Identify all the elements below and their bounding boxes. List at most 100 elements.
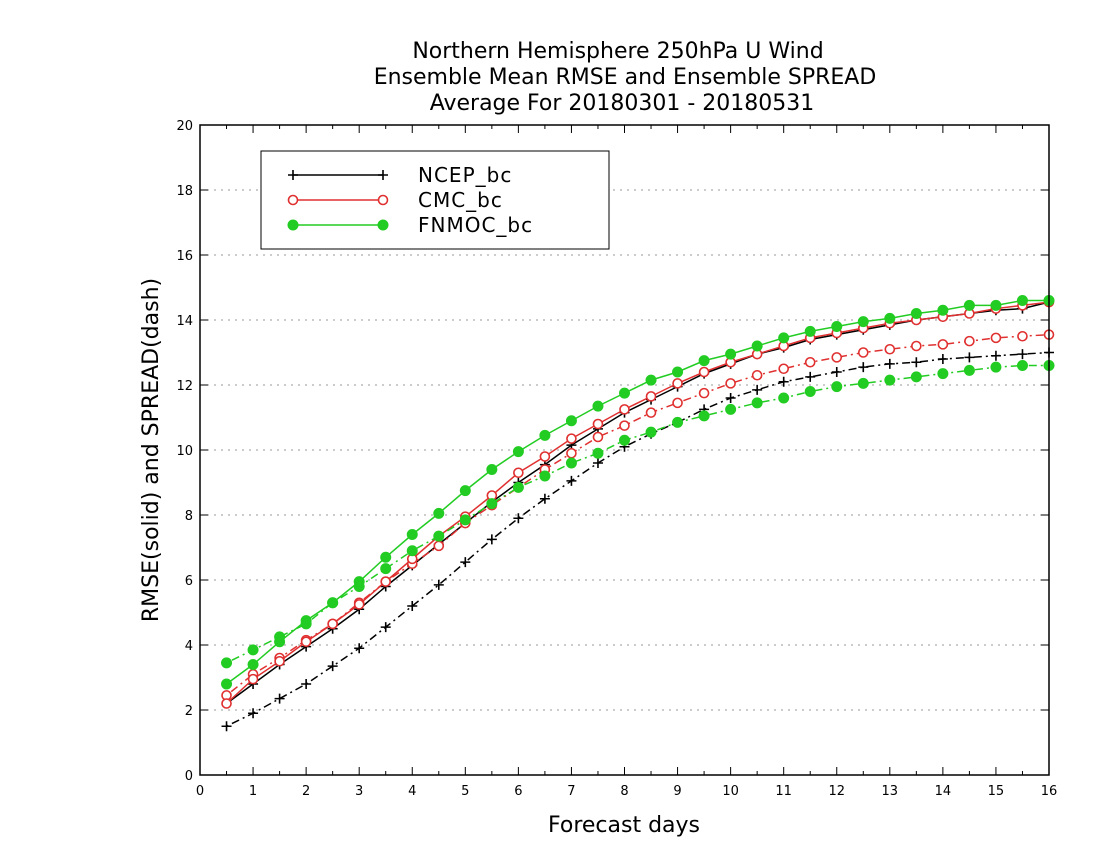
- data-point-spread: [566, 447, 577, 459]
- chart-title-line-2: Ensemble Mean RMSE and Ensemble SPREAD: [374, 65, 877, 90]
- data-point-rmse: [353, 599, 365, 610]
- data-point-spread: [910, 371, 922, 383]
- x-tick-label: 12: [828, 784, 845, 799]
- data-point-rmse: [406, 529, 418, 540]
- data-point-spread: [698, 410, 710, 422]
- data-point-spread: [964, 335, 975, 347]
- data-point-spread: [778, 376, 789, 387]
- data-point-rmse: [513, 467, 524, 479]
- x-tick-label: 7: [567, 784, 575, 799]
- data-point-spread: [433, 530, 445, 542]
- data-point-spread: [486, 534, 497, 545]
- data-point-spread: [1016, 360, 1028, 371]
- x-axis-label: Forecast days: [548, 813, 700, 838]
- data-point-spread: [937, 368, 949, 380]
- x-tick-label: 9: [673, 784, 681, 799]
- data-point-rmse: [725, 348, 737, 360]
- data-point-spread: [911, 340, 922, 352]
- data-point-spread: [247, 644, 259, 656]
- data-point-spread: [698, 387, 710, 399]
- x-axis: 0 1 2 3 4 5 6 7 8 9 10 11 12 13 14 15 16: [196, 125, 1057, 799]
- data-point-spread: [592, 431, 604, 443]
- data-point-rmse: [778, 332, 790, 344]
- data-point-spread: [380, 622, 391, 633]
- data-point-spread: [672, 416, 684, 428]
- data-point-spread: [645, 426, 657, 438]
- series-FNMOC_bc: [221, 295, 1055, 690]
- y-tick-label: 12: [176, 379, 193, 394]
- data-point-spread: [539, 470, 551, 482]
- data-point-rmse: [539, 429, 551, 441]
- data-point-spread: [725, 393, 736, 403]
- x-tick-label: 11: [775, 784, 792, 799]
- data-point-spread: [619, 420, 630, 431]
- data-point-spread: [592, 458, 603, 468]
- y-tick-label: 20: [176, 119, 193, 134]
- y-tick-label: 16: [176, 249, 193, 264]
- data-point-rmse: [645, 374, 657, 386]
- data-point-rmse: [486, 464, 498, 475]
- data-point-spread: [831, 367, 842, 377]
- data-point-spread: [1017, 330, 1028, 342]
- data-point-rmse: [831, 321, 843, 332]
- data-point-spread: [433, 540, 445, 552]
- x-tick-label: 3: [355, 784, 363, 799]
- data-point-rmse: [221, 698, 232, 709]
- data-point-spread: [725, 403, 737, 415]
- data-point-rmse: [990, 299, 1002, 311]
- legend-marker: [287, 219, 299, 231]
- data-point-spread: [857, 347, 869, 358]
- data-point-spread: [778, 363, 789, 375]
- y-tick-label: 8: [185, 509, 193, 524]
- data-point-rmse: [300, 636, 312, 648]
- legend-label: CMC_bc: [418, 188, 503, 212]
- data-point-spread: [751, 369, 763, 381]
- legend-marker: [288, 170, 298, 180]
- legend-marker: [287, 194, 299, 206]
- data-point-spread: [964, 352, 975, 363]
- data-point-spread: [619, 434, 630, 446]
- data-point-rmse: [672, 366, 684, 378]
- data-point-rmse: [459, 485, 471, 497]
- x-tick-label: 16: [1041, 784, 1058, 799]
- data-point-rmse: [327, 597, 339, 609]
- data-point-rmse: [380, 551, 392, 563]
- data-point-rmse: [645, 391, 657, 402]
- data-point-spread: [645, 407, 657, 418]
- data-point-rmse: [619, 387, 630, 399]
- data-point-spread: [884, 374, 896, 386]
- data-point-spread: [884, 358, 895, 369]
- data-point-spread: [831, 352, 843, 363]
- data-point-spread: [248, 708, 259, 719]
- series-layer: [221, 295, 1055, 732]
- data-point-rmse: [221, 678, 233, 690]
- data-point-spread: [1017, 349, 1028, 360]
- data-point-spread: [752, 384, 763, 395]
- data-point-rmse: [566, 433, 577, 444]
- data-point-rmse: [247, 673, 259, 685]
- x-tick-label: 10: [722, 784, 739, 799]
- legend-marker: [378, 170, 388, 180]
- data-point-spread: [354, 643, 365, 654]
- data-point-spread: [911, 357, 922, 368]
- x-tick-label: 4: [408, 784, 416, 799]
- legend-marker: [377, 219, 389, 231]
- x-tick-label: 0: [196, 784, 204, 799]
- data-point-rmse: [380, 576, 392, 587]
- data-point-spread: [327, 661, 338, 672]
- data-point-spread: [380, 563, 392, 575]
- x-tick-label: 14: [935, 784, 952, 799]
- y-tick-label: 10: [176, 444, 193, 459]
- y-tick-label: 18: [176, 184, 193, 199]
- data-point-rmse: [247, 659, 259, 670]
- data-point-spread: [565, 457, 577, 469]
- y-tick-label: 0: [185, 769, 193, 784]
- data-point-spread: [221, 657, 233, 669]
- data-point-spread: [460, 557, 471, 568]
- data-point-spread: [486, 498, 498, 510]
- data-point-rmse: [884, 312, 896, 324]
- y-tick-label: 14: [176, 314, 193, 329]
- data-point-spread: [751, 397, 763, 409]
